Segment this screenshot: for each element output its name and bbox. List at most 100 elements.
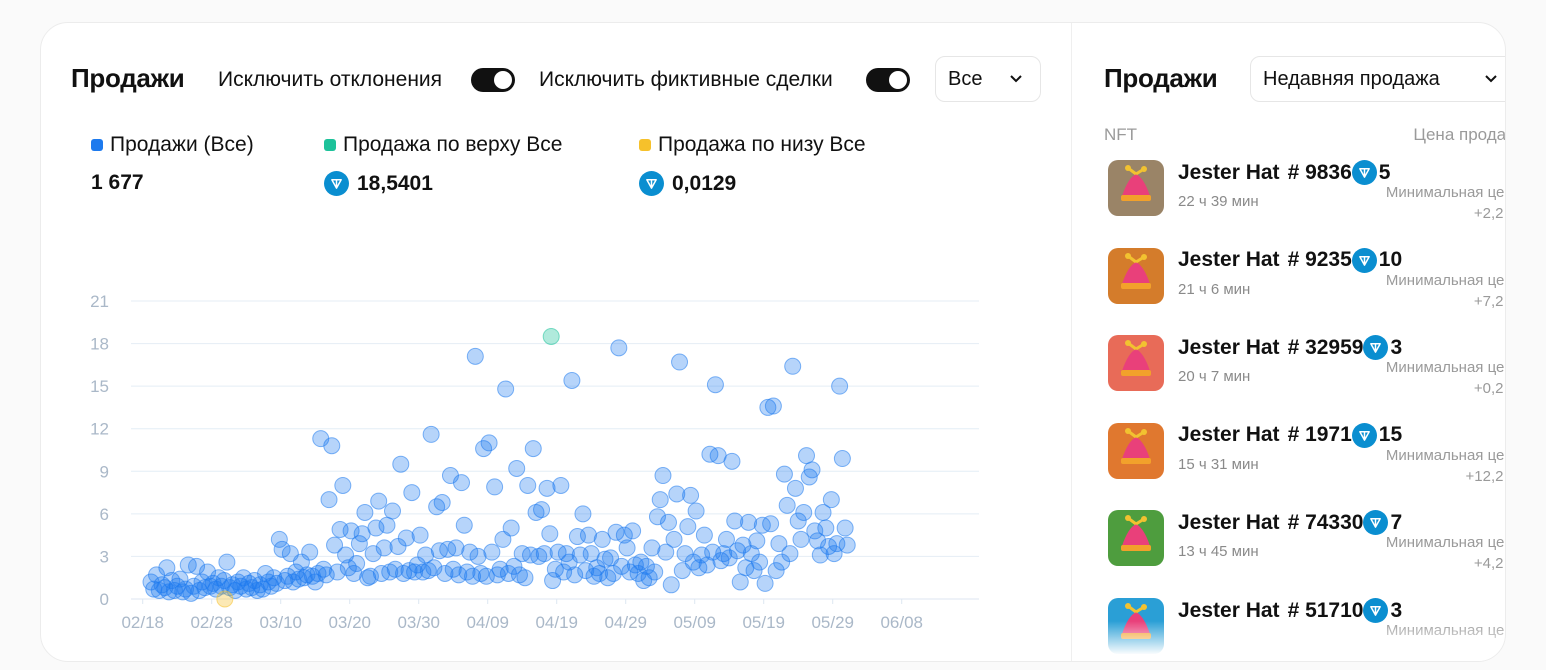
y-tick-label: 6 — [100, 505, 109, 524]
panel-divider — [1071, 23, 1072, 661]
sale-point — [384, 502, 401, 520]
sale-point — [577, 562, 595, 580]
sale-point — [662, 576, 680, 594]
ton-icon — [1351, 160, 1377, 185]
collection-filter-value: Все — [948, 67, 983, 90]
floor-price-label: Минимальная цена — [1385, 534, 1505, 552]
sale-point — [461, 543, 479, 561]
sale-point — [566, 566, 584, 584]
y-tick-label: 12 — [91, 420, 109, 439]
sale-point — [668, 485, 686, 503]
floor-price-label: Минимальная цена — [1385, 359, 1505, 377]
sale-list-item[interactable]: Jester Hat # 9235 10 21 ч 6 мин Минимальная … — [1108, 247, 1505, 328]
sale-point — [469, 547, 487, 565]
sale-point — [400, 562, 418, 580]
nft-collection-name: Jester Hat — [1178, 335, 1280, 359]
x-tick-label: 03/10 — [259, 613, 302, 632]
sale-point — [436, 564, 454, 582]
sale-point — [453, 474, 470, 492]
x-tick-label: 05/09 — [673, 613, 716, 632]
left-panel-title: Продажи — [71, 63, 185, 93]
top-sale-point — [542, 327, 560, 345]
sale-point — [792, 530, 810, 548]
nft-number: # 74330 — [1287, 510, 1364, 534]
sale-point — [717, 530, 735, 548]
y-tick-label: 9 — [100, 462, 109, 481]
nft-sale-time: 22 ч 39 мин — [1178, 193, 1259, 210]
nft-sale-time: 20 ч 7 мин — [1178, 368, 1251, 386]
sale-list-item[interactable]: Jester Hat # 32959 3 20 ч 7 мин Минимальная … — [1108, 335, 1505, 415]
legend-top-sale: Продажа по верху Все — [324, 133, 562, 157]
sale-point — [491, 560, 509, 578]
legend-top-sale-value-group: 18,5401 — [324, 171, 433, 196]
sale-point — [745, 562, 763, 580]
right-panel-title: Продажи — [1104, 63, 1218, 93]
sale-point — [596, 550, 614, 568]
sale-point — [356, 503, 374, 521]
sale-point — [579, 526, 597, 544]
sale-point — [731, 573, 749, 591]
y-tick-label: 15 — [91, 377, 109, 396]
floor-price-delta: +0,2 % — [1473, 380, 1505, 398]
sales-scatter-chart[interactable]: 0 3 6 9 12 15 18 21 02/18 02/28 03/10 03/20 03/30 04/… — [91, 283, 991, 662]
x-tick-label: 06/08 — [880, 613, 923, 632]
chevron-down-icon — [1010, 75, 1022, 83]
sale-point — [508, 459, 526, 477]
ton-icon — [324, 171, 349, 196]
nft-title: Jester Hat # 32959 3 — [1178, 335, 1402, 361]
legend-bottom-sale-label: Продажа по низу Все — [658, 133, 866, 156]
nft-sale-time: 15 ч 31 мин — [1178, 455, 1259, 473]
nft-number: # 9235 — [1287, 248, 1352, 272]
nft-number: # 1971 — [1287, 423, 1352, 447]
collection-filter-select[interactable]: Все — [935, 56, 1041, 102]
nft-number: # 51710 — [1287, 598, 1364, 622]
sale-point — [153, 576, 171, 594]
sale-point — [803, 461, 821, 479]
sale-point — [806, 522, 824, 540]
sale-point — [756, 574, 774, 592]
sale-point — [618, 539, 636, 557]
sale-point — [615, 526, 633, 544]
sale-point — [433, 494, 451, 512]
floor-price-label: Минимальная цена — [1385, 271, 1505, 289]
floor-price-label: Минимальная цена — [1385, 446, 1505, 464]
sale-point — [519, 476, 537, 494]
sale-point — [538, 479, 556, 497]
sale-point — [331, 520, 349, 538]
exclude-wash-trades-toggle[interactable] — [866, 68, 910, 92]
sale-point — [610, 339, 628, 357]
sale-point — [836, 519, 854, 537]
ton-icon — [1351, 422, 1377, 448]
sale-point — [323, 437, 341, 455]
sale-point — [370, 492, 388, 510]
sale-point — [218, 553, 236, 571]
sale-point — [350, 535, 368, 553]
ton-icon — [1363, 335, 1389, 361]
sale-point — [759, 398, 777, 416]
sale-point — [789, 512, 807, 530]
sale-point — [188, 557, 206, 575]
sort-select[interactable]: Недавняя продажа — [1250, 56, 1505, 102]
sale-list-item[interactable]: Jester Hat # 74330 7 13 ч 45 мин Минимальная… — [1108, 510, 1505, 590]
sale-point — [762, 515, 780, 533]
exclude-outliers-toggle[interactable] — [471, 68, 515, 92]
y-tick-label: 3 — [100, 547, 109, 566]
sale-point — [378, 516, 396, 534]
sale-point — [781, 545, 799, 563]
nft-collection-name: Jester Hat — [1178, 423, 1280, 447]
sale-point — [660, 513, 677, 531]
sale-list-item[interactable]: Jester Hat # 1971 15 15 ч 31 мин Минимальная… — [1108, 422, 1505, 503]
sale-point — [348, 555, 366, 573]
sale-point — [408, 556, 426, 574]
nft-sale-time: 13 ч 45 мин — [1178, 543, 1259, 561]
sale-point — [764, 397, 782, 415]
sale-point — [624, 522, 642, 540]
ton-icon — [639, 171, 664, 196]
column-header-nft: NFT — [1104, 125, 1138, 144]
x-tick-label: 03/20 — [328, 613, 371, 632]
ton-icon — [1351, 247, 1377, 273]
legend-bottom-sale-value-group: 0,0129 — [639, 171, 736, 196]
sale-point — [392, 455, 410, 473]
sale-list-item[interactable]: Jester Hat # 9836 5 22 ч 39 мин Минимальная … — [1108, 160, 1505, 240]
sale-point — [751, 553, 769, 571]
